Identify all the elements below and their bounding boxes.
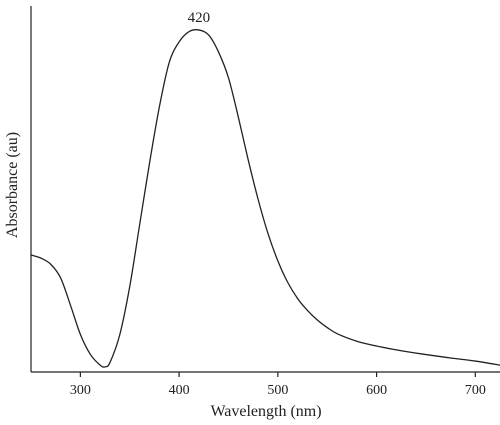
axes <box>30 6 500 373</box>
x-tick-labels: 300 400 500 600 700 <box>70 383 486 398</box>
absorbance-series-line <box>30 29 500 368</box>
x-tick-label-300: 300 <box>70 383 91 398</box>
x-axis-title: Wavelength (nm) <box>210 403 321 420</box>
x-tick-label-500: 500 <box>267 383 288 398</box>
x-tick-label-700: 700 <box>465 383 486 398</box>
x-tick-label-600: 600 <box>366 383 387 398</box>
y-axis-title: Absorbance (au) <box>4 132 21 238</box>
peak-annotation: 420 <box>188 10 211 26</box>
x-ticks <box>79 372 476 377</box>
x-tick-label-400: 400 <box>169 383 190 398</box>
